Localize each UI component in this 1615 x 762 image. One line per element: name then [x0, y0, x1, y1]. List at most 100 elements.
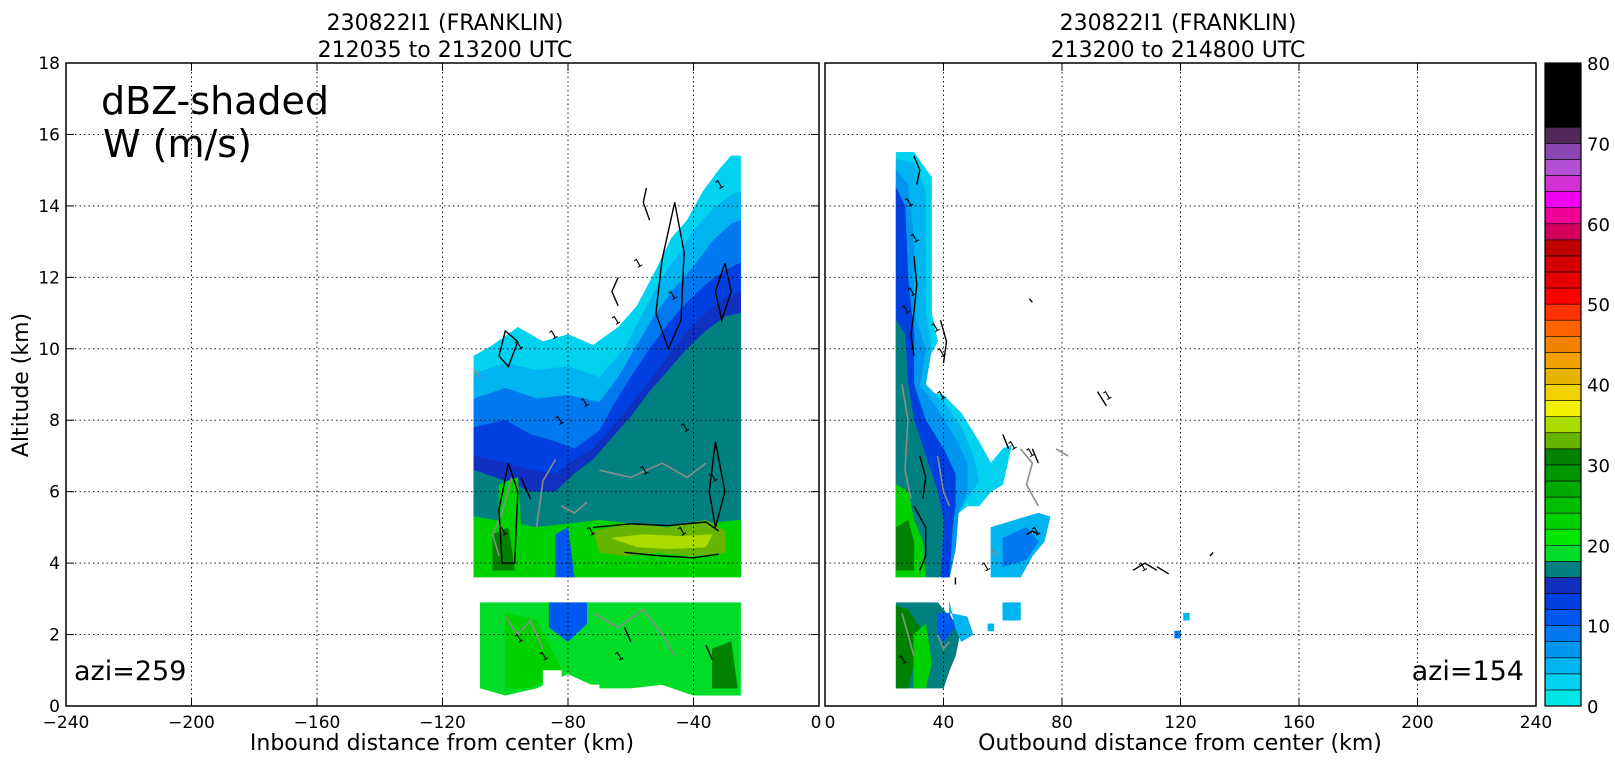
left-w-contour-positive — [599, 462, 707, 479]
colorbar-segment — [1544, 271, 1582, 289]
left-w-contour-negative — [714, 262, 732, 323]
colorbar-segment — [1544, 673, 1582, 691]
left-dbz-region-green-body — [473, 312, 741, 578]
right-w-contour-positive — [936, 634, 951, 651]
colorbar-segment — [1544, 400, 1582, 417]
left-panel: 230822I1 (FRANKLIN) 212035 to 213200 UTC… — [9, 11, 1536, 756]
left-w-contour-negative — [611, 277, 619, 307]
colorbar-segment — [1544, 496, 1582, 514]
colorbar-segment — [1544, 641, 1582, 659]
colorbar-segment — [1544, 223, 1582, 241]
right-w-contour-negative — [1156, 566, 1170, 575]
right-dbz-region-lower-cyan — [949, 602, 974, 643]
right-w-contour-negative — [910, 255, 918, 356]
colorbar-frame — [1544, 62, 1582, 707]
left-x-tick-label: −200 — [168, 713, 215, 733]
right-dbz-region-speck-4 — [987, 623, 995, 632]
colorbar-segment — [1544, 544, 1582, 562]
y-axis-label: Altitude (km) — [9, 313, 34, 457]
right-x-tick-label: 120 — [1164, 713, 1196, 733]
colorbar-tick-label: 80 — [1587, 54, 1610, 75]
left-dbz-region-lower-yellow-east — [712, 641, 738, 689]
right-dbz-region-mid-cyan-blue — [1002, 527, 1039, 568]
colorbar-segment — [1544, 159, 1582, 176]
left-w-contour-positive — [535, 459, 557, 528]
left-x-tick-label: −240 — [43, 713, 90, 733]
annotation-dbz-shaded: dBZ-shaded — [101, 79, 329, 123]
colorbar-segment — [1544, 352, 1582, 369]
right-w-contour-negative — [919, 455, 927, 499]
right-dbz-region-speck-1 — [1002, 602, 1021, 621]
right-w-contour-negative — [1028, 298, 1033, 303]
right-x-tick-label: 80 — [1051, 713, 1073, 733]
right-w-contour-negative — [939, 320, 948, 364]
right-w-contour-negative — [1096, 391, 1107, 407]
colorbar-segment — [1544, 335, 1582, 353]
left-w-contour-negative — [708, 441, 726, 528]
left-w-contour-positive — [592, 608, 676, 657]
colorbar-tick-label: 10 — [1587, 617, 1610, 638]
colorbar-segment — [1544, 303, 1582, 321]
colorbar-tick-label: 70 — [1587, 134, 1610, 155]
left-w-contour-positive — [473, 369, 481, 378]
right-x-tick-label: 240 — [1520, 713, 1552, 733]
right-dbz-region-lower-yellow — [895, 605, 921, 689]
left-x-axis-label: Inbound distance from center (km) — [250, 731, 634, 756]
right-title-line1: 230822I1 (FRANKLIN) — [1060, 11, 1297, 36]
colorbar-segment — [1544, 464, 1582, 482]
left-x-tick-label: −40 — [676, 713, 712, 733]
colorbar-segment — [1544, 127, 1582, 144]
colorbar-segment — [1544, 368, 1582, 385]
right-no-echo-gap-3-km — [890, 577, 1057, 603]
right-w-contour-positive — [1055, 448, 1069, 457]
colorbar-tick-label: 30 — [1587, 456, 1610, 477]
left-x-tick-label: −160 — [294, 713, 341, 733]
y-tick-label: 2 — [49, 626, 60, 646]
colorbar-tick-label: 0 — [1587, 697, 1598, 718]
left-dbz-region-convective-column-yellow — [492, 527, 515, 571]
annotation-w-units: W (m/s) — [103, 122, 252, 166]
colorbar-segment — [1544, 384, 1582, 401]
left-title-line1: 230822I1 (FRANKLIN) — [327, 11, 564, 36]
colorbar-segment — [1544, 175, 1582, 192]
colorbar-segment — [1544, 255, 1582, 273]
colorbar-segment — [1544, 207, 1582, 225]
right-w-contour-positive — [990, 548, 998, 557]
left-no-echo-notch-south-1 — [542, 670, 562, 706]
y-tick-label: 14 — [38, 197, 60, 217]
colorbar-segment — [1544, 239, 1582, 257]
left-x-ticks: −240 −200 −160 −120 −80 −40 0 — [43, 63, 821, 733]
colorbar-tick-label: 40 — [1587, 376, 1610, 397]
right-x-tick-label: 200 — [1401, 713, 1433, 733]
right-w-contour-positive — [1019, 448, 1040, 507]
left-title-line2: 212035 to 213200 UTC — [318, 38, 573, 63]
colorbar-tick-label: 60 — [1587, 215, 1610, 236]
left-x-tick-label: −80 — [550, 713, 586, 733]
colorbar-segment — [1544, 78, 1582, 96]
colorbar-segment — [1544, 416, 1582, 434]
right-w-contour-negative — [1026, 530, 1039, 536]
right-x-tick-label: 40 — [933, 713, 955, 733]
left-w-contour-negative — [593, 521, 720, 532]
left-w-contour-positive — [491, 477, 513, 557]
right-w-contour-negative — [1132, 562, 1158, 571]
left-x-tick-label: −120 — [419, 713, 466, 733]
colorbar-segment — [1544, 689, 1582, 707]
left-azimuth-label: azi=259 — [74, 656, 186, 687]
left-w-contour-negative — [624, 551, 719, 559]
y-tick-label: 12 — [38, 268, 60, 288]
right-x-axis-label: Outbound distance from center (km) — [978, 731, 1382, 756]
colorbar: 0 10 20 30 40 50 60 70 80 — [1544, 54, 1610, 718]
colorbar-segment — [1544, 609, 1582, 626]
right-title-line2: 213200 to 214800 UTC — [1051, 38, 1306, 63]
right-panel: 230822I1 (FRANKLIN) 213200 to 214800 UTC… — [824, 11, 1552, 756]
right-dbz-region-lower-dark-green — [913, 623, 932, 689]
left-w-contour-negative — [642, 187, 651, 221]
left-w-contour-negative — [623, 627, 632, 642]
right-w-contour-positive — [936, 455, 951, 507]
colorbar-segment — [1544, 110, 1582, 128]
right-w-contour-negative — [1002, 434, 1010, 450]
